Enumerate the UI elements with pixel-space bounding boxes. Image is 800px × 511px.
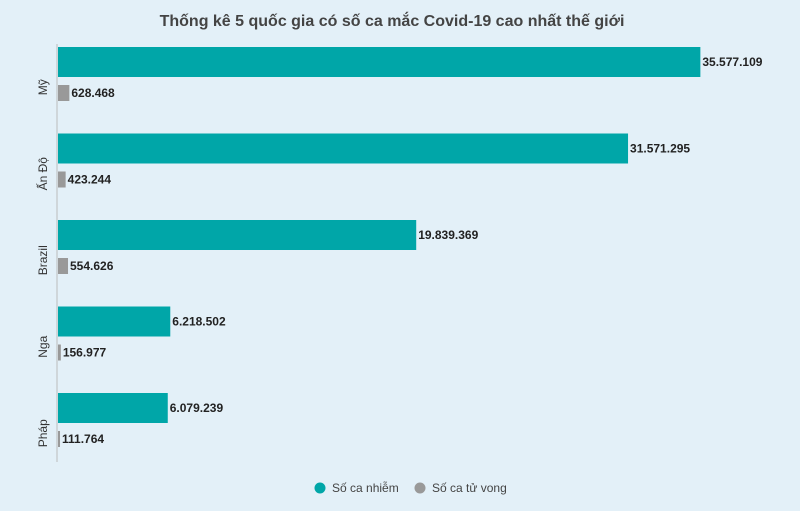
data-label-infections-0: 35.577.109 xyxy=(702,55,762,69)
chart-title: Thống kê 5 quốc gia có số ca mắc Covid-1… xyxy=(160,11,625,30)
bar-infections-3 xyxy=(58,306,171,337)
bar-deaths-3 xyxy=(58,344,61,361)
data-label-deaths-2: 554.626 xyxy=(70,259,114,273)
category-label-0: Mỹ xyxy=(36,79,50,95)
bar-infections-1 xyxy=(58,133,629,164)
data-label-infections-3: 6.218.502 xyxy=(172,315,226,329)
bar-deaths-0 xyxy=(58,85,70,101)
bar-infections-2 xyxy=(58,220,417,250)
data-label-deaths-1: 423.244 xyxy=(68,173,112,187)
legend-label-0: Số ca nhiễm xyxy=(332,480,399,495)
bar-deaths-2 xyxy=(58,258,69,274)
data-label-infections-2: 19.839.369 xyxy=(418,228,478,242)
legend-marker-1 xyxy=(414,482,426,494)
data-label-infections-4: 6.079.239 xyxy=(170,401,224,415)
category-label-1: Ấn Độ xyxy=(35,157,50,191)
legend: Số ca nhiễm Số ca tử vong xyxy=(314,480,507,495)
data-label-deaths-3: 156.977 xyxy=(63,346,107,360)
data-label-deaths-0: 628.468 xyxy=(71,86,115,100)
bar-infections-0 xyxy=(58,47,701,77)
data-label-deaths-4: 111.764 xyxy=(62,432,104,446)
legend-label-1: Số ca tử vong xyxy=(432,481,507,495)
bar-deaths-1 xyxy=(58,171,66,188)
bars-group: 35.577.109 628.468 Mỹ 31.571.295 423.244 Ấn Đ… xyxy=(35,47,763,447)
category-label-3: Nga xyxy=(36,335,50,357)
category-label-2: Brazil xyxy=(36,245,50,275)
bar-infections-4 xyxy=(58,393,168,423)
bar-deaths-4 xyxy=(58,431,61,447)
data-label-infections-1: 31.571.295 xyxy=(630,142,690,156)
legend-marker-0 xyxy=(314,482,326,494)
category-label-4: Pháp xyxy=(36,419,50,447)
